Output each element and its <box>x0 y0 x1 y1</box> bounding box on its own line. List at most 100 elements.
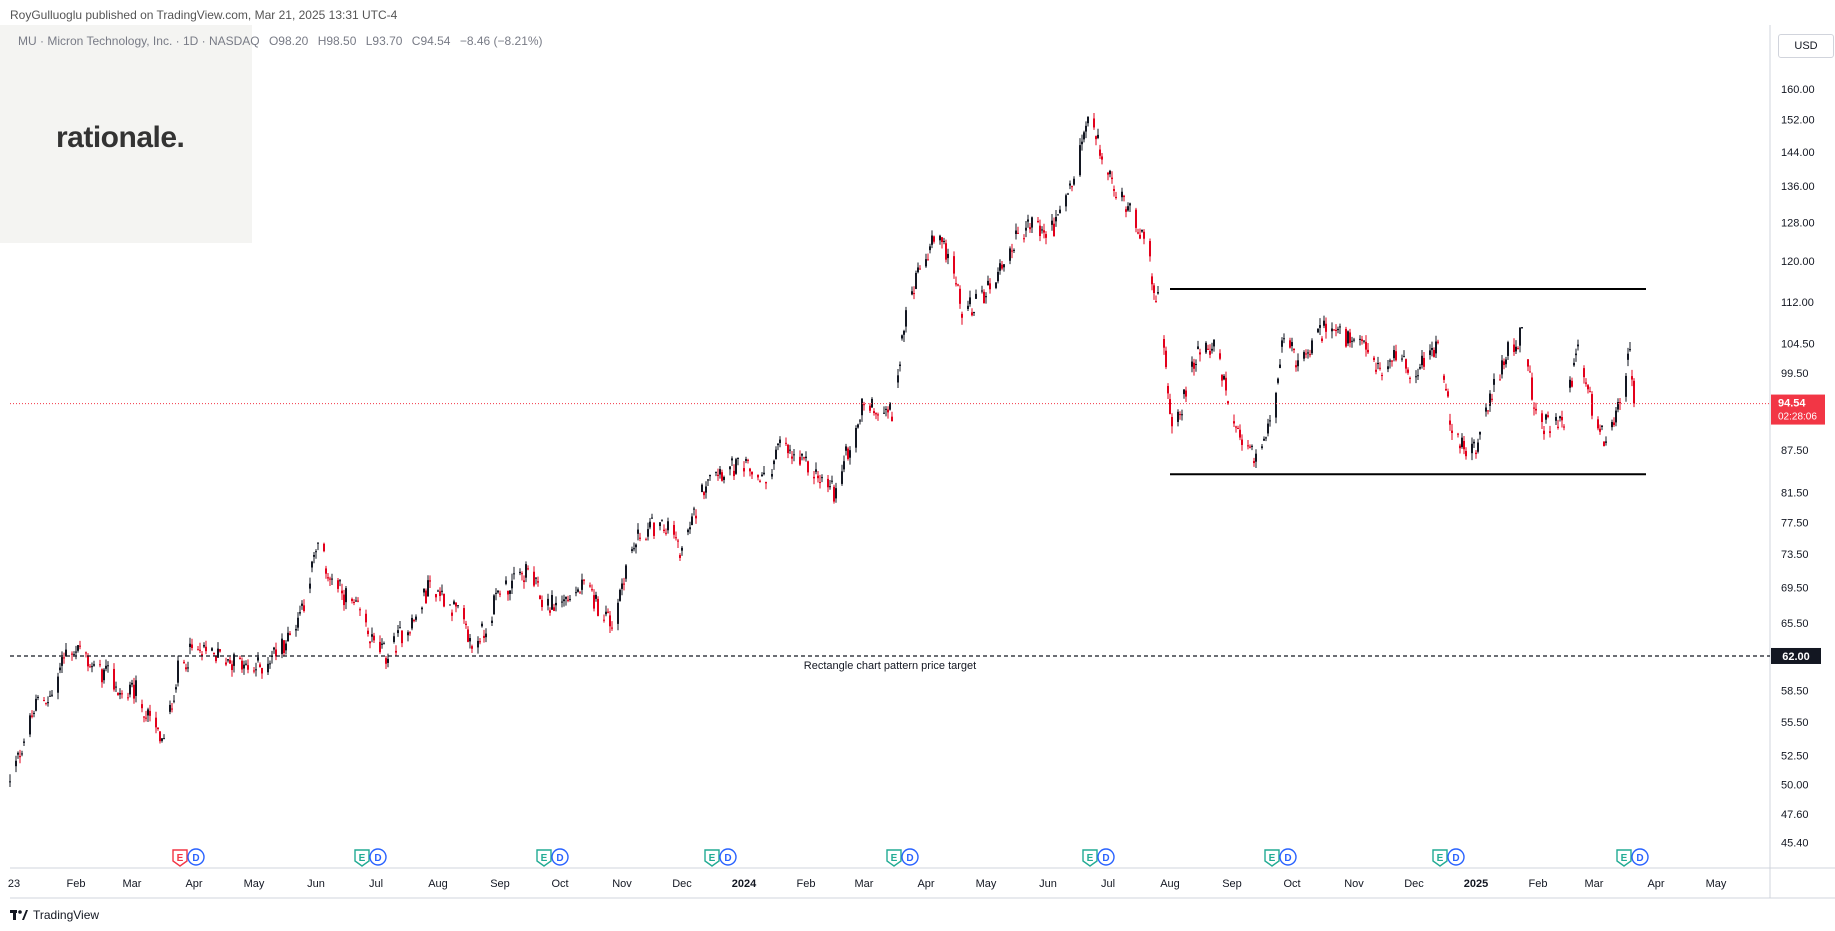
candle-body <box>999 263 1001 271</box>
candle-body <box>665 532 667 534</box>
candle-body <box>1459 445 1461 449</box>
candle-body <box>1197 346 1199 349</box>
dividend-badge-label: D <box>1636 853 1643 864</box>
candle-body <box>1179 414 1181 416</box>
candle-body <box>953 256 955 274</box>
candle-body <box>947 253 949 259</box>
candle-body <box>129 684 131 695</box>
x-tick-label: Mar <box>123 878 142 890</box>
earnings-badge-icon[interactable] <box>886 849 902 867</box>
candle-body <box>691 516 693 526</box>
candle-body <box>677 540 679 542</box>
candle-body <box>1081 141 1083 145</box>
candle-body <box>381 643 383 645</box>
candle-body <box>787 444 789 454</box>
dividend-badge-icon[interactable] <box>901 848 919 866</box>
candle-body <box>43 700 45 702</box>
candle-body <box>21 753 23 755</box>
candle-body <box>1195 363 1197 365</box>
earnings-badge-icon[interactable] <box>1432 849 1448 867</box>
candle-body <box>1037 220 1039 222</box>
candle-body <box>1317 328 1319 333</box>
candle-body <box>1079 145 1081 176</box>
candle-body <box>1293 348 1295 351</box>
earnings-badge-icon[interactable] <box>1082 849 1098 867</box>
candle-body <box>1417 375 1419 377</box>
candle-body <box>35 698 37 711</box>
dividend-badge-icon[interactable] <box>369 848 387 866</box>
candle-body <box>483 635 485 638</box>
candle-body <box>569 599 571 601</box>
candle-body <box>23 741 25 743</box>
earnings-badge-icon[interactable] <box>1264 849 1280 867</box>
x-tick-label: Apr <box>1647 878 1664 890</box>
candle-body <box>453 601 455 605</box>
candle-body <box>393 636 395 642</box>
earnings-badge-icon[interactable] <box>354 849 370 867</box>
candle-body <box>359 609 361 611</box>
candle-body <box>813 476 815 479</box>
candle-body <box>897 375 899 383</box>
dividend-badge-icon[interactable] <box>1279 848 1297 866</box>
candle-body <box>1261 446 1263 448</box>
candle-body <box>747 459 749 461</box>
dividend-badge-icon[interactable] <box>187 848 205 866</box>
candle-body <box>1031 217 1033 228</box>
y-tick-label: 77.50 <box>1781 517 1809 529</box>
candle-body <box>859 420 861 422</box>
candle-body <box>833 486 835 502</box>
candle-body <box>1207 348 1209 350</box>
symbol-name[interactable]: MU · Micron Technology, Inc. · 1D · NASD… <box>18 34 260 48</box>
dividend-badge-icon[interactable] <box>719 848 737 866</box>
candle-body <box>131 682 133 685</box>
candle-body <box>827 478 829 488</box>
candle-body <box>577 589 579 592</box>
currency-button[interactable]: USD <box>1778 34 1834 58</box>
symbol-legend[interactable]: MU · Micron Technology, Inc. · 1D · NASD… <box>18 34 543 48</box>
candle-body <box>93 664 95 666</box>
y-tick-label: 112.00 <box>1781 297 1814 309</box>
dividend-badge-icon[interactable] <box>551 848 569 866</box>
candle-body <box>1291 342 1293 347</box>
candle-body <box>721 472 723 481</box>
y-tick-label: 58.50 <box>1781 686 1809 698</box>
footer[interactable]: TradingView <box>10 908 99 922</box>
candle-body <box>1403 356 1405 358</box>
candle-body <box>1507 342 1509 356</box>
last-price-label: 94.54 <box>1778 398 1806 410</box>
dividend-badge-icon[interactable] <box>1631 848 1649 866</box>
candle-body <box>799 456 801 465</box>
candle-body <box>267 663 269 673</box>
candle-body <box>1373 357 1375 361</box>
brand-panel: rationale. <box>0 25 252 243</box>
candle-body <box>1561 416 1563 421</box>
candle-body <box>471 646 473 649</box>
candle-body <box>765 482 767 484</box>
candle-body <box>1277 378 1279 383</box>
candle-body <box>639 537 641 539</box>
earnings-badge-icon[interactable] <box>704 849 720 867</box>
candle-body <box>565 596 567 599</box>
candle-body <box>1211 348 1213 351</box>
dividend-badge-label: D <box>192 853 199 864</box>
candle-body <box>927 259 929 261</box>
earnings-badge-icon[interactable] <box>1616 849 1632 867</box>
candle-body <box>547 598 549 606</box>
candle-body <box>649 521 651 528</box>
candle-body <box>283 640 285 654</box>
earnings-badge-icon[interactable] <box>172 849 188 867</box>
candle-body <box>1167 385 1169 394</box>
candle-body <box>51 694 53 696</box>
earnings-badge-label: E <box>541 853 548 864</box>
candle-body <box>1615 410 1617 423</box>
dividend-badge-icon[interactable] <box>1447 848 1465 866</box>
candle-body <box>1465 450 1467 457</box>
dividend-badge-icon[interactable] <box>1097 848 1115 866</box>
dividend-badge-label: D <box>1102 853 1109 864</box>
earnings-badge-icon[interactable] <box>536 849 552 867</box>
candle-body <box>1349 332 1351 343</box>
candle-body <box>1485 407 1487 412</box>
x-tick-label: Mar <box>855 878 874 890</box>
